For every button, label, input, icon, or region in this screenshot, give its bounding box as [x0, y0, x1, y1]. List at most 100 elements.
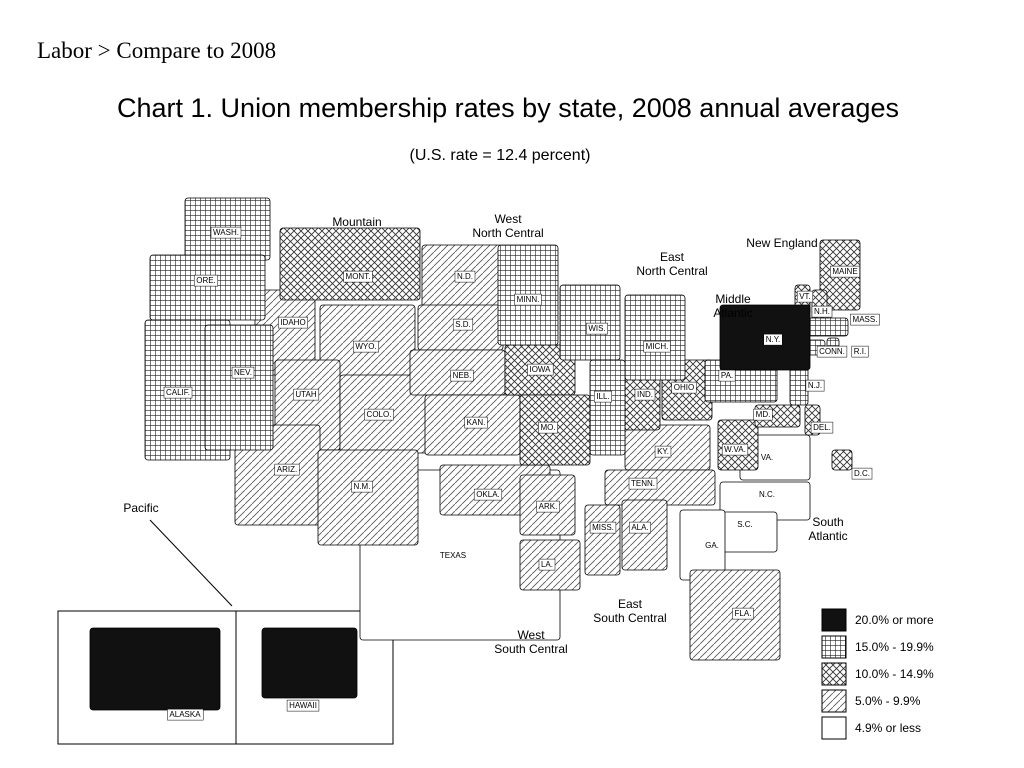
state-label: N.J. — [808, 381, 822, 390]
state-label: CONN. — [819, 347, 845, 356]
label-bg — [796, 290, 814, 303]
legend-swatch — [821, 662, 847, 686]
state-labels: TEXAS VA. N.C. S.C. GA. IDAHO WYO. UTAH COLO. ARI… — [163, 226, 880, 721]
label-bg — [810, 421, 834, 434]
state-label: ARIZ. — [277, 465, 297, 474]
label-bg — [732, 607, 754, 620]
label-bg — [763, 333, 783, 346]
leader-line — [149, 519, 233, 607]
state — [204, 324, 274, 451]
state — [89, 627, 221, 711]
state-label: ALA. — [631, 523, 648, 532]
state — [589, 359, 626, 456]
label-bg — [538, 558, 556, 571]
region-label: North Central — [472, 226, 543, 240]
label-bg — [538, 421, 558, 434]
state-label: ALASKA — [169, 710, 201, 719]
state-label: N.M. — [354, 482, 371, 491]
label-bg — [527, 363, 554, 376]
state-label: IND. — [637, 390, 653, 399]
state — [621, 499, 668, 571]
inset-frame — [57, 610, 394, 745]
state-label: TENN. — [631, 479, 655, 488]
label-bg — [464, 416, 488, 429]
label-bg — [193, 274, 219, 287]
label-bg — [351, 480, 373, 493]
state-label: HAWAII — [289, 701, 317, 710]
state-label: OKLA. — [476, 490, 500, 499]
label-bg — [851, 467, 873, 480]
state-label: GA. — [705, 541, 719, 550]
label-bg — [851, 345, 869, 358]
state-label: WIS. — [588, 324, 605, 333]
map-subtitle: (U.S. rate = 12.4 percent) — [410, 147, 591, 164]
region-label: Atlantic — [713, 306, 752, 320]
state — [279, 227, 421, 301]
state-label: OHIO — [674, 383, 694, 392]
state-label: MISS. — [592, 523, 614, 532]
legend-label: 4.9% or less — [855, 721, 921, 735]
state — [261, 627, 358, 699]
state-label: N.D. — [457, 272, 473, 281]
label-bg — [536, 500, 560, 513]
label-bg — [343, 270, 373, 283]
label-bg — [514, 293, 542, 306]
state-label: UTAH — [295, 390, 316, 399]
state-label: ARK. — [539, 502, 558, 511]
label-bg — [364, 408, 394, 421]
state — [624, 294, 686, 381]
label-bg — [594, 390, 612, 403]
label-bg — [450, 369, 474, 382]
region-label: Middle — [715, 292, 751, 306]
region-label: South — [812, 515, 843, 529]
state-label: CALIF. — [166, 388, 190, 397]
label-bg — [830, 265, 860, 278]
label-bg — [628, 477, 658, 490]
label-bg — [753, 408, 773, 421]
legend-swatch — [821, 635, 847, 659]
label-bg — [805, 379, 825, 392]
state-label: MONT. — [346, 272, 371, 281]
state-label: ORE. — [196, 276, 216, 285]
label-bg — [210, 226, 242, 239]
legend-swatch — [821, 689, 847, 713]
region-label: South Central — [494, 642, 567, 656]
legend-label: 15.0% - 19.9% — [855, 640, 934, 654]
state-label: NEB. — [453, 371, 472, 380]
region-label: West — [517, 628, 545, 642]
region-label: South Central — [593, 611, 666, 625]
region-label: Atlantic — [808, 529, 847, 543]
state — [721, 511, 778, 553]
label-bg — [167, 708, 204, 721]
label-bg — [278, 316, 308, 329]
region-label: Pacific — [123, 501, 158, 515]
map-title: Chart 1. Union membership rates by state… — [117, 93, 899, 123]
label-bg — [293, 388, 320, 401]
legend-label: 5.0% - 9.9% — [855, 694, 921, 708]
label-bg — [643, 340, 671, 353]
state-label: COLO. — [367, 410, 392, 419]
breadcrumb: Labor > Compare to 2008 — [37, 38, 277, 63]
label-bg — [353, 340, 379, 353]
state-label: R.I. — [854, 347, 866, 356]
label-bg — [286, 699, 320, 712]
region-label: Mountain — [332, 215, 381, 229]
state-label: VA. — [761, 453, 773, 462]
state-label: MICH. — [646, 342, 669, 351]
state-label: KAN. — [467, 418, 486, 427]
legend-swatch — [821, 608, 847, 632]
state-label: MINN. — [517, 295, 540, 304]
state-label: N.H. — [814, 307, 830, 316]
state-label: S.D. — [455, 320, 471, 329]
label-bg — [629, 521, 651, 534]
state-label: D.C. — [854, 469, 870, 478]
state-label: S.C. — [737, 520, 753, 529]
label-bg — [721, 443, 749, 456]
state-label: IDAHO — [280, 318, 305, 327]
state-label: VT. — [799, 292, 811, 301]
label-bg — [671, 381, 697, 394]
label-bg — [473, 488, 503, 501]
legend-swatch — [821, 716, 847, 740]
